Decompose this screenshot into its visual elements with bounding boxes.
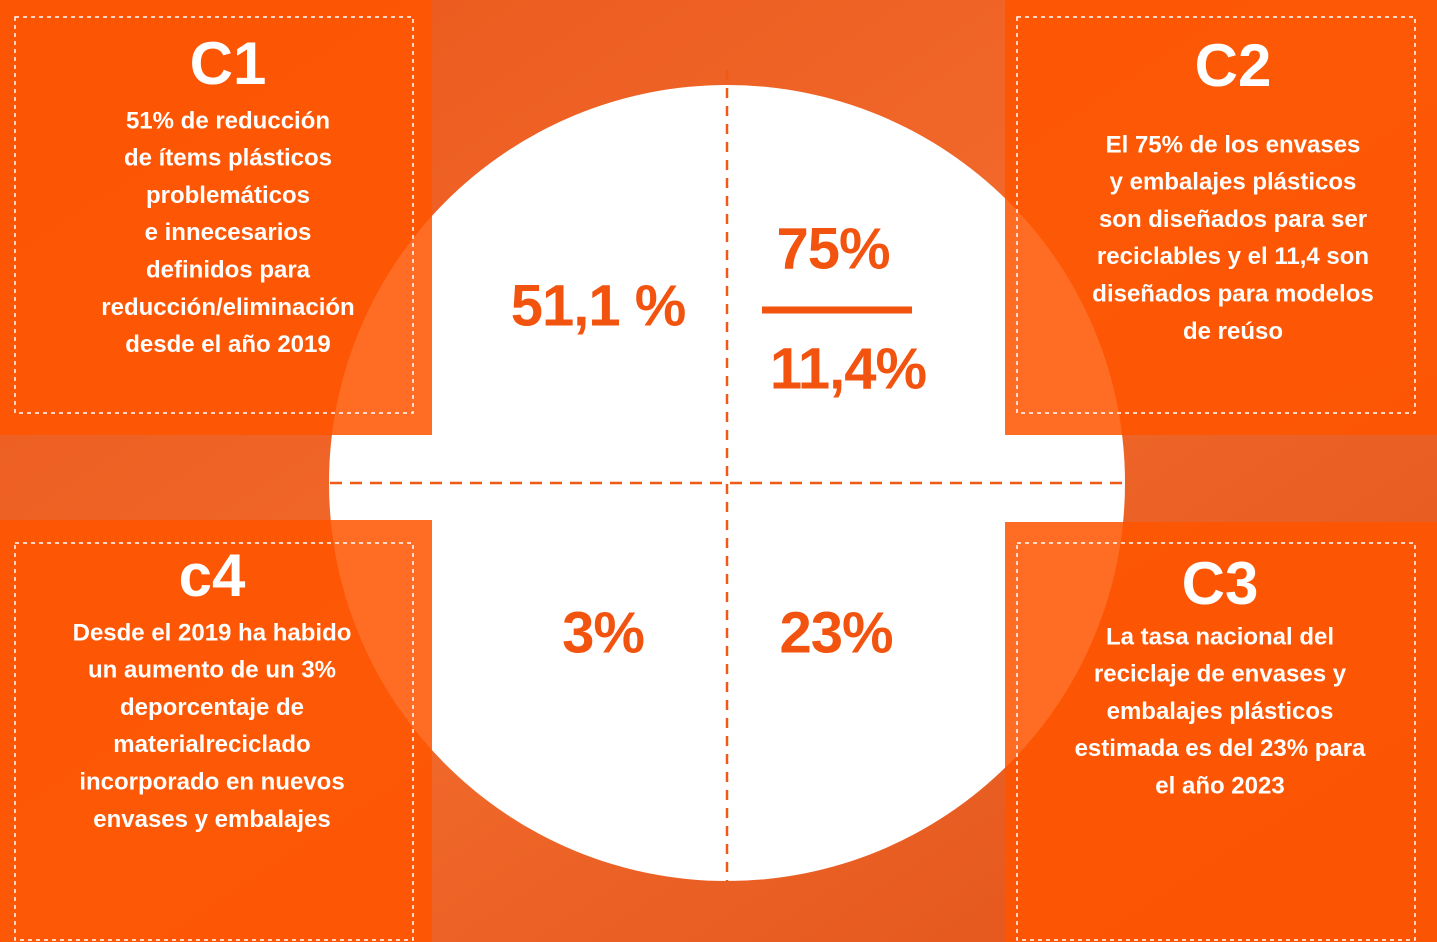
box-text: 51% de reducción: [126, 107, 330, 134]
box-border: [1016, 542, 1416, 941]
box-text: envases y embalajes: [93, 806, 331, 833]
box-text: deporcentaje de: [120, 694, 304, 721]
box-title: C3: [1182, 550, 1259, 617]
box-text: Desde el 2019 ha habido: [73, 619, 352, 646]
box-text: reciclaje de envases y: [1094, 661, 1347, 688]
box: [0, 0, 432, 435]
box: [1005, 0, 1437, 435]
box-border: [14, 542, 414, 941]
stat: 3%: [562, 600, 644, 665]
box-text: son diseñados para ser: [1099, 206, 1367, 233]
box-text: el año 2023: [1155, 773, 1284, 800]
box-text: incorporado en nuevos: [79, 769, 344, 796]
box-title: C1: [190, 30, 267, 97]
box-border: [1016, 16, 1416, 414]
box-text: estimada es del 23% para: [1075, 735, 1366, 762]
box-title: C2: [1195, 32, 1272, 99]
box-title: c4: [179, 542, 246, 609]
box-text: definidos para: [146, 257, 311, 284]
stat: 11,4%: [770, 336, 927, 401]
circle: [329, 85, 1125, 881]
box-text: desde el año 2019: [125, 331, 330, 358]
box-text: reducción/eliminación: [101, 294, 354, 321]
stat: 23%: [779, 600, 893, 665]
box-text: materialreciclado: [113, 731, 310, 758]
box-border: [14, 16, 414, 414]
box-text: diseñados para modelos: [1092, 281, 1373, 308]
box: [1005, 522, 1437, 942]
box-text: de ítems plásticos: [124, 145, 332, 172]
box-text: reciclables y el 11,4 son: [1097, 243, 1369, 270]
stat: 51,1 %: [511, 273, 686, 338]
stat: 75%: [776, 216, 890, 281]
box-text: problemáticos: [146, 182, 310, 209]
box-text: un aumento de un 3%: [88, 657, 336, 684]
box: [0, 520, 432, 942]
box-text: de reúso: [1183, 318, 1283, 345]
box-text: embalajes plásticos: [1107, 698, 1334, 725]
box-text: La tasa nacional del: [1106, 623, 1334, 650]
box-text: e innecesarios: [145, 219, 312, 246]
box-text: y embalajes plásticos: [1110, 169, 1357, 196]
box-text: El 75% de los envases: [1106, 131, 1361, 158]
